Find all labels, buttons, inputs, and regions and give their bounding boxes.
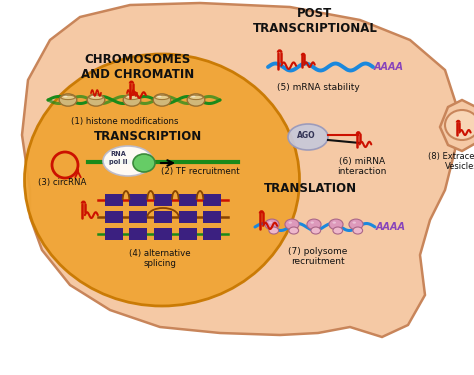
Bar (203, 194, 221, 206)
Bar (203, 228, 221, 240)
Text: (7) polysome
recruitment: (7) polysome recruitment (288, 247, 348, 266)
Ellipse shape (353, 227, 363, 234)
Text: AAAA: AAAA (376, 222, 406, 232)
Ellipse shape (332, 222, 336, 224)
Bar (129, 194, 147, 206)
Ellipse shape (288, 124, 328, 150)
Text: RNA
pol II: RNA pol II (109, 151, 128, 165)
Ellipse shape (445, 110, 474, 140)
Ellipse shape (285, 219, 299, 230)
Ellipse shape (91, 96, 96, 98)
Ellipse shape (61, 95, 75, 99)
Ellipse shape (125, 95, 139, 99)
Text: (3) circRNA: (3) circRNA (38, 178, 86, 187)
Ellipse shape (63, 96, 68, 98)
Ellipse shape (311, 227, 320, 234)
Ellipse shape (289, 222, 292, 224)
Bar (154, 211, 172, 223)
Text: (2) TF recruitment: (2) TF recruitment (161, 167, 239, 176)
Bar (179, 194, 197, 206)
Ellipse shape (268, 222, 272, 224)
Ellipse shape (349, 219, 363, 230)
Bar (179, 211, 197, 223)
Ellipse shape (133, 154, 155, 172)
Ellipse shape (123, 94, 141, 106)
Text: (5) mRNA stability: (5) mRNA stability (277, 83, 359, 92)
Ellipse shape (191, 96, 196, 98)
Ellipse shape (157, 96, 162, 98)
Bar (154, 228, 172, 240)
Bar (203, 211, 221, 223)
Ellipse shape (289, 227, 299, 234)
Ellipse shape (189, 95, 203, 99)
Bar (129, 228, 147, 240)
Ellipse shape (187, 94, 205, 106)
Ellipse shape (59, 94, 77, 106)
Text: (4) alternative
splicing: (4) alternative splicing (129, 249, 191, 268)
Text: POST
TRANSCRIPTIONAL: POST TRANSCRIPTIONAL (253, 7, 377, 35)
Ellipse shape (329, 219, 343, 230)
Bar (129, 211, 147, 223)
Text: (1) histone modifications: (1) histone modifications (71, 117, 179, 126)
Ellipse shape (265, 219, 279, 230)
Ellipse shape (269, 227, 279, 234)
Ellipse shape (155, 95, 169, 99)
Polygon shape (440, 100, 474, 151)
Ellipse shape (153, 94, 171, 106)
Bar (105, 211, 123, 223)
Ellipse shape (310, 222, 314, 224)
Text: TRANSLATION: TRANSLATION (264, 182, 356, 195)
Ellipse shape (87, 94, 105, 106)
Text: CHROMOSOMES
AND CHROMATIN: CHROMOSOMES AND CHROMATIN (82, 53, 195, 81)
Bar (179, 228, 197, 240)
Bar (105, 194, 123, 206)
Bar (105, 228, 123, 240)
Ellipse shape (25, 54, 300, 306)
Text: (8) Extracellular
Vesicles: (8) Extracellular Vesicles (428, 152, 474, 171)
Ellipse shape (103, 146, 153, 176)
Text: (6) miRNA
interaction: (6) miRNA interaction (337, 157, 387, 176)
Bar (154, 194, 172, 206)
Text: TRANSCRIPTION: TRANSCRIPTION (94, 130, 202, 143)
Ellipse shape (353, 222, 356, 224)
Ellipse shape (127, 96, 132, 98)
Ellipse shape (307, 219, 321, 230)
Text: AGO: AGO (297, 132, 315, 141)
Ellipse shape (333, 227, 343, 234)
Text: AAAA: AAAA (374, 62, 404, 72)
Ellipse shape (89, 95, 103, 99)
Polygon shape (22, 3, 458, 337)
